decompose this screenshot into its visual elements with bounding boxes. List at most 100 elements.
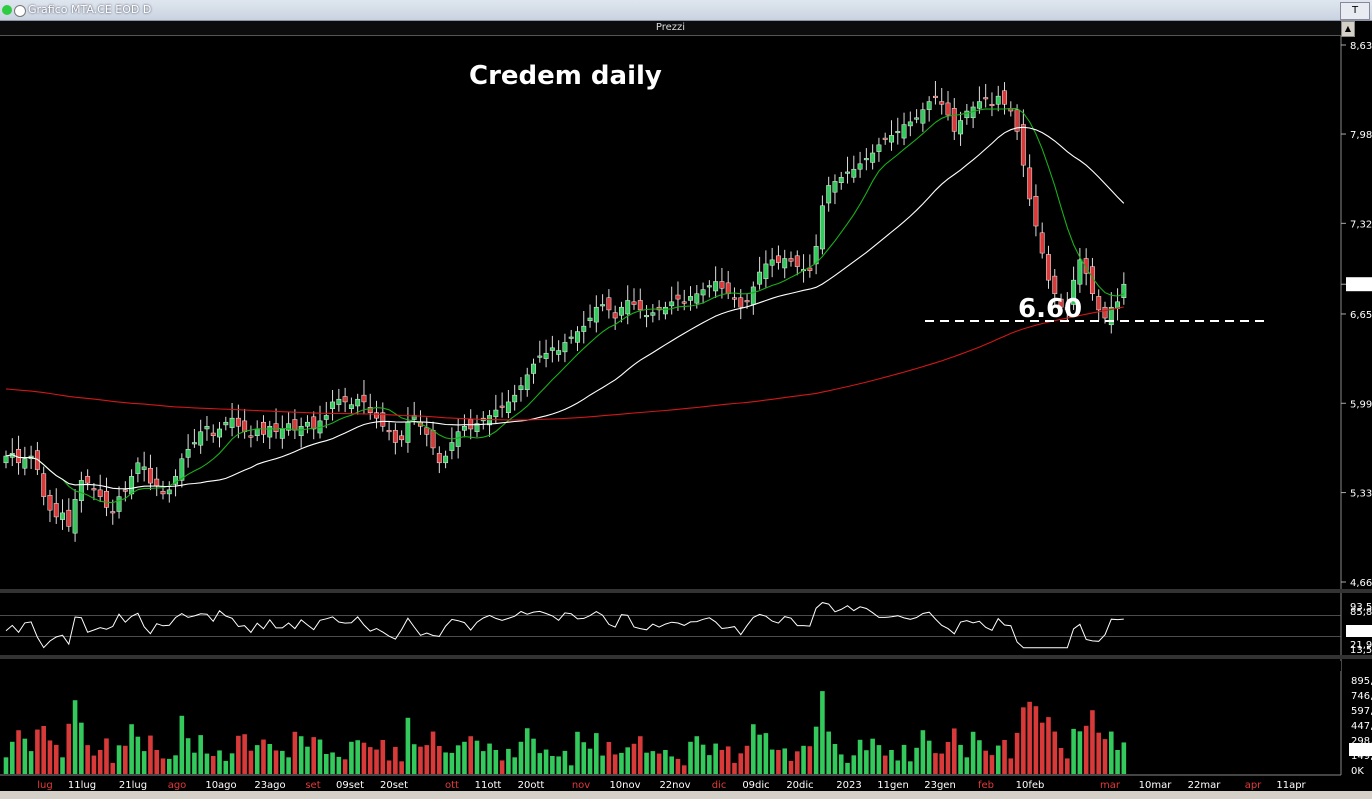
x-tick: ott: [445, 780, 459, 791]
volume-bar: [443, 752, 448, 774]
candle: [826, 176, 832, 212]
volume-bar: [248, 750, 254, 774]
candle: [914, 109, 920, 124]
x-tick: ago: [168, 780, 187, 791]
candle: [1020, 109, 1026, 178]
volume-bar: [116, 745, 122, 774]
close-button[interactable]: T: [1340, 2, 1370, 20]
candle: [380, 402, 386, 432]
candle: [273, 408, 279, 439]
ma-long-line: [5, 306, 1124, 421]
volume-tick: 298,61K: [1351, 736, 1372, 747]
price-tick: 4,669: [1350, 578, 1372, 589]
volume-bar: [1077, 731, 1083, 774]
volume-bar: [820, 691, 825, 774]
candle: [499, 392, 505, 418]
candle: [813, 234, 819, 275]
volume-bar: [612, 754, 618, 774]
candle: [637, 288, 643, 319]
volume-bar: [851, 755, 857, 774]
volume-bar: [9, 741, 15, 774]
candle: [85, 469, 91, 491]
volume-bar: [330, 752, 335, 774]
candle: [386, 421, 392, 441]
volume-bar: [838, 754, 844, 774]
volume-bar: [688, 741, 693, 774]
rsi-tick: 21,96: [1350, 640, 1372, 651]
candle: [983, 83, 989, 108]
volume-bar: [399, 761, 404, 774]
volume-bar: [700, 744, 706, 774]
volume-bar: [1008, 758, 1014, 774]
candle: [549, 335, 555, 363]
candle: [782, 249, 788, 279]
volume-bar: [292, 731, 298, 774]
candle: [135, 457, 141, 483]
volume-bar: [91, 755, 97, 774]
x-tick: 20dic: [786, 780, 813, 791]
candle: [493, 394, 499, 424]
rsi-tick: 93,56: [1350, 602, 1372, 613]
volume-bar: [380, 740, 386, 774]
candle: [612, 305, 618, 330]
x-tick: 11apr: [1276, 780, 1306, 791]
volume-bar: [236, 735, 241, 774]
scroll-up-button[interactable]: ▲: [1341, 21, 1355, 37]
green-status-icon: [2, 5, 12, 15]
volume-bar: [813, 726, 819, 774]
candle: [22, 446, 28, 476]
candle: [656, 300, 662, 321]
volume-bar: [920, 730, 926, 774]
volume-bar: [1058, 748, 1064, 774]
candle: [1014, 104, 1020, 140]
volume-bar: [675, 758, 681, 774]
volume-bar: [104, 738, 109, 774]
volume-bar: [166, 758, 172, 774]
candle: [763, 250, 769, 288]
candle: [581, 310, 587, 344]
candle: [688, 286, 693, 311]
x-tick: 10ago: [205, 780, 236, 791]
volume-bar: [254, 745, 260, 774]
candle: [1058, 293, 1064, 315]
candle: [179, 453, 185, 488]
candle: [304, 415, 310, 434]
candle: [618, 301, 624, 323]
volume-bar: [141, 751, 147, 774]
x-tick: 10nov: [609, 780, 640, 791]
volume-bar: [769, 749, 775, 774]
volume-bar: [424, 745, 430, 774]
volume-bar: [1102, 739, 1108, 774]
volume-bar: [1046, 717, 1051, 774]
volume-bar: [430, 731, 436, 774]
volume-bar: [977, 740, 982, 774]
volume-bar: [656, 753, 662, 774]
volume-bar: [305, 746, 310, 774]
candle: [669, 286, 675, 315]
candle: [662, 301, 668, 320]
volume-bar: [273, 750, 279, 774]
candle: [568, 329, 574, 344]
candle: [1108, 292, 1114, 334]
volume-bar: [788, 760, 794, 774]
candle: [719, 267, 725, 299]
candle: [1083, 248, 1089, 286]
price-tick: 5,990: [1350, 399, 1372, 410]
volume-bar: [1121, 742, 1127, 774]
candle: [1096, 289, 1102, 321]
x-tick: 21lug: [119, 780, 147, 791]
volume-bar: [537, 753, 543, 774]
candle: [66, 498, 72, 532]
candle: [223, 416, 229, 431]
price-tick: 8,638: [1350, 41, 1372, 52]
volume-bar: [3, 757, 9, 774]
candle: [851, 155, 857, 183]
volume-bar: [637, 736, 643, 774]
volume-bar: [79, 722, 84, 774]
volume-bar: [323, 754, 329, 774]
x-axis: lug 11lug 21lug ago 10ago 23ago set 09set 20set o…: [37, 780, 1306, 791]
volume-bar: [229, 753, 235, 774]
volume-bar: [487, 743, 492, 774]
candle: [116, 486, 122, 519]
